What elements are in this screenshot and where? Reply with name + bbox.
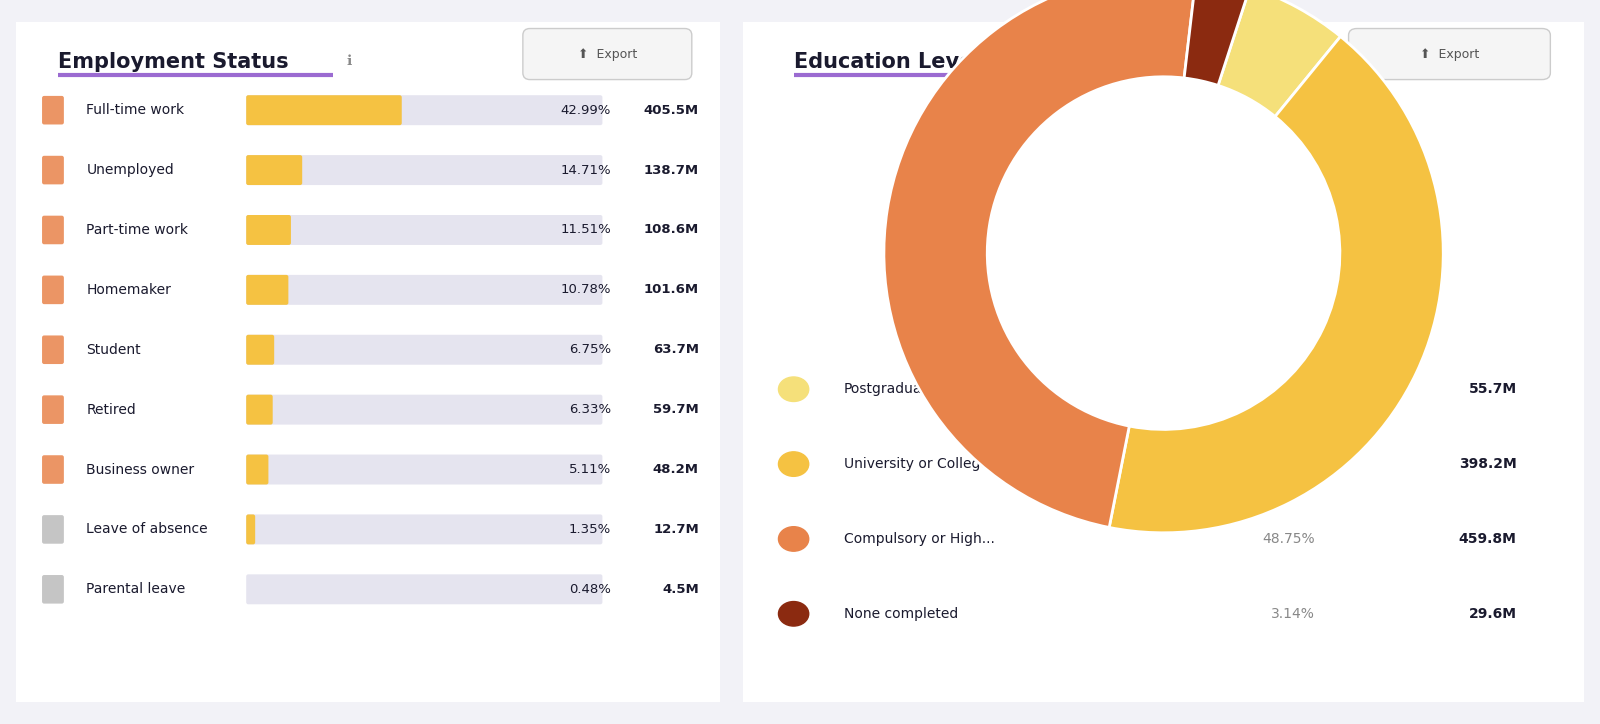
Text: Leave of absence: Leave of absence [86, 523, 208, 536]
Circle shape [779, 526, 808, 551]
Circle shape [779, 377, 808, 402]
Text: 108.6M: 108.6M [643, 224, 699, 237]
FancyBboxPatch shape [246, 334, 603, 365]
FancyBboxPatch shape [42, 156, 64, 185]
Text: Part-time work: Part-time work [86, 223, 189, 237]
Text: 42.99%: 42.99% [560, 104, 611, 117]
Text: 6.33%: 6.33% [568, 403, 611, 416]
Text: Compulsory or High...: Compulsory or High... [845, 532, 995, 546]
FancyBboxPatch shape [42, 276, 64, 304]
FancyBboxPatch shape [246, 515, 603, 544]
Text: 3.14%: 3.14% [1270, 607, 1315, 620]
Text: 405.5M: 405.5M [643, 104, 699, 117]
Circle shape [779, 602, 808, 626]
FancyBboxPatch shape [246, 96, 603, 125]
FancyBboxPatch shape [246, 455, 603, 484]
Text: Education Level: Education Level [794, 52, 981, 72]
FancyBboxPatch shape [246, 395, 603, 424]
Text: Business owner: Business owner [86, 463, 195, 476]
Text: 29.6M: 29.6M [1469, 607, 1517, 620]
Wedge shape [1218, 0, 1341, 117]
Text: 42.22%: 42.22% [1262, 457, 1315, 471]
Circle shape [779, 452, 808, 476]
Text: 59.7M: 59.7M [653, 403, 699, 416]
Text: 14.71%: 14.71% [560, 164, 611, 177]
FancyBboxPatch shape [246, 275, 288, 305]
FancyBboxPatch shape [246, 155, 603, 185]
Text: Student: Student [86, 342, 141, 357]
FancyBboxPatch shape [1349, 28, 1550, 80]
FancyBboxPatch shape [42, 96, 64, 125]
Text: 63.7M: 63.7M [653, 343, 699, 356]
Text: Homemaker: Homemaker [86, 283, 171, 297]
FancyBboxPatch shape [246, 215, 291, 245]
Text: 5.11%: 5.11% [568, 463, 611, 476]
Text: 6.75%: 6.75% [568, 343, 611, 356]
FancyBboxPatch shape [734, 15, 1592, 709]
Text: 10.78%: 10.78% [560, 283, 611, 296]
Text: Parental leave: Parental leave [86, 582, 186, 597]
FancyBboxPatch shape [246, 96, 402, 125]
FancyBboxPatch shape [246, 155, 302, 185]
Text: 11.51%: 11.51% [560, 224, 611, 237]
Text: 101.6M: 101.6M [643, 283, 699, 296]
FancyBboxPatch shape [42, 455, 64, 484]
Text: 4.5M: 4.5M [662, 583, 699, 596]
FancyBboxPatch shape [523, 28, 691, 80]
FancyBboxPatch shape [42, 515, 64, 544]
Text: 55.7M: 55.7M [1469, 382, 1517, 396]
FancyBboxPatch shape [246, 215, 603, 245]
Wedge shape [883, 0, 1197, 528]
Text: University or College: University or College [845, 457, 989, 471]
Text: 48.75%: 48.75% [1262, 532, 1315, 546]
Text: 12.7M: 12.7M [653, 523, 699, 536]
Text: ⬆  Export: ⬆ Export [578, 48, 637, 61]
FancyBboxPatch shape [246, 275, 603, 305]
Text: 398.2M: 398.2M [1459, 457, 1517, 471]
Text: 48.2M: 48.2M [653, 463, 699, 476]
FancyBboxPatch shape [42, 575, 64, 604]
FancyBboxPatch shape [246, 395, 272, 424]
FancyBboxPatch shape [246, 455, 269, 484]
Text: 5.9%: 5.9% [1280, 382, 1315, 396]
FancyBboxPatch shape [10, 15, 726, 709]
Text: None completed: None completed [845, 607, 958, 620]
FancyBboxPatch shape [246, 334, 274, 365]
Text: 138.7M: 138.7M [643, 164, 699, 177]
Wedge shape [1184, 0, 1250, 85]
Text: ℹ: ℹ [347, 54, 352, 68]
FancyBboxPatch shape [42, 395, 64, 424]
Text: 1.35%: 1.35% [568, 523, 611, 536]
FancyBboxPatch shape [42, 216, 64, 244]
Text: ℹ: ℹ [1163, 54, 1170, 68]
Text: Unemployed: Unemployed [86, 163, 174, 177]
Text: ⬆  Export: ⬆ Export [1419, 48, 1478, 61]
Text: Full-time work: Full-time work [86, 104, 184, 117]
FancyBboxPatch shape [42, 335, 64, 364]
FancyBboxPatch shape [246, 574, 603, 605]
Text: 0.48%: 0.48% [570, 583, 611, 596]
Wedge shape [1109, 36, 1443, 533]
FancyBboxPatch shape [246, 515, 254, 544]
Text: Postgraduate: Postgraduate [845, 382, 936, 396]
Text: Employment Status: Employment Status [58, 52, 290, 72]
Text: Retired: Retired [86, 403, 136, 416]
Text: 459.8M: 459.8M [1459, 532, 1517, 546]
